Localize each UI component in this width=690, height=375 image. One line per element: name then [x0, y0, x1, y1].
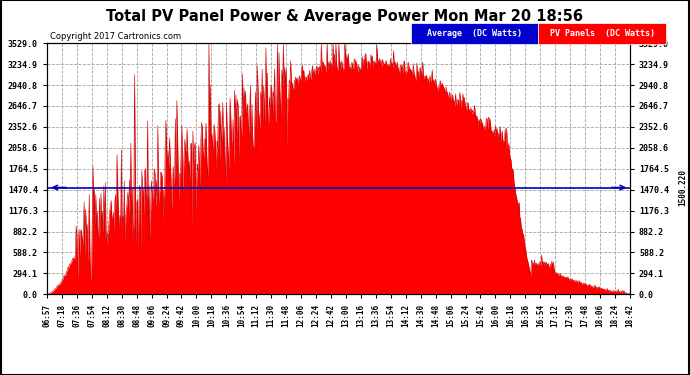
- Text: 1500.220: 1500.220: [678, 169, 687, 206]
- Text: Average  (DC Watts): Average (DC Watts): [427, 29, 522, 38]
- Text: PV Panels  (DC Watts): PV Panels (DC Watts): [549, 29, 655, 38]
- Text: Total PV Panel Power & Average Power Mon Mar 20 18:56: Total PV Panel Power & Average Power Mon…: [106, 9, 584, 24]
- Text: Copyright 2017 Cartronics.com: Copyright 2017 Cartronics.com: [50, 32, 181, 41]
